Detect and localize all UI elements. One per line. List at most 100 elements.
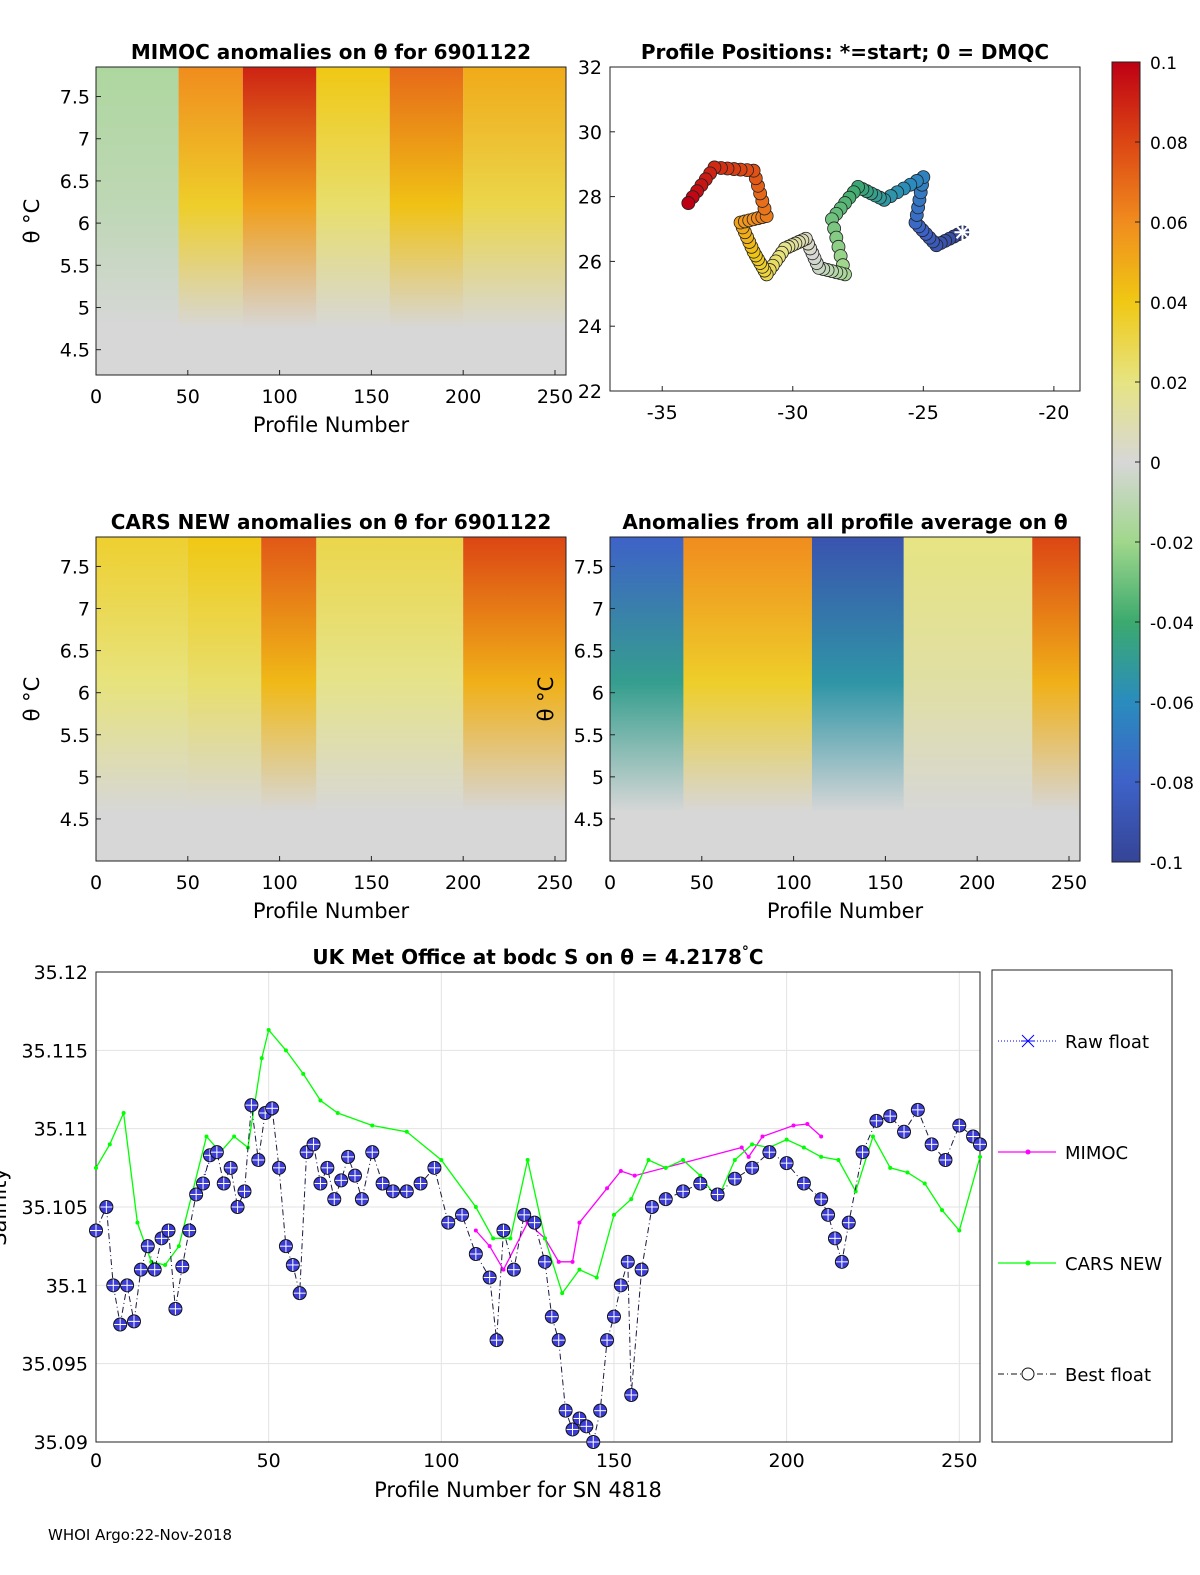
data-point-best-float bbox=[455, 1207, 470, 1222]
data-point-best-float bbox=[292, 1286, 307, 1301]
data-point-mimoc bbox=[473, 1228, 478, 1233]
data-point-best-float bbox=[106, 1278, 121, 1293]
data-point-best-float bbox=[634, 1262, 649, 1277]
data-point-cars-new bbox=[801, 1145, 806, 1150]
data-point-best-float bbox=[883, 1109, 898, 1124]
legend-marker-cars-new bbox=[1025, 1260, 1031, 1266]
data-point-best-float bbox=[620, 1254, 635, 1269]
allprof-xlabel: Profile Number bbox=[767, 899, 924, 923]
positions-ytick-label: 24 bbox=[578, 316, 602, 338]
data-point-mimoc bbox=[805, 1121, 810, 1126]
cars-ytick-label: 7.5 bbox=[60, 556, 90, 578]
data-point-best-float bbox=[624, 1388, 639, 1402]
allprof-xtick-label: 250 bbox=[1051, 872, 1087, 894]
salinity-ytick-label: 35.095 bbox=[22, 1354, 88, 1376]
colorbar-tick-label: -0.06 bbox=[1150, 694, 1194, 714]
positions-xtick-label: -25 bbox=[908, 402, 939, 424]
allprof-ytick-label: 5.5 bbox=[574, 725, 604, 747]
data-point-best-float bbox=[175, 1259, 190, 1274]
positions-axes-box bbox=[609, 66, 1081, 392]
data-point-cars-new bbox=[283, 1048, 288, 1053]
salinity-ylabel: Salinity bbox=[0, 1168, 11, 1246]
data-point-best-float bbox=[196, 1176, 211, 1191]
data-point-best-float bbox=[827, 1231, 842, 1246]
data-point-cars-new bbox=[732, 1158, 737, 1162]
data-point-best-float bbox=[427, 1160, 442, 1175]
positions-title: Profile Positions: *=start; 0 = DMQC bbox=[641, 40, 1049, 64]
data-point-best-float bbox=[565, 1422, 580, 1437]
allprof-ylabel: θ °C bbox=[534, 677, 558, 722]
data-point-best-float bbox=[113, 1317, 128, 1332]
cars-xtick-label: 100 bbox=[261, 872, 297, 894]
allprof-anomaly-band bbox=[903, 537, 1033, 861]
allprof-ytick-label: 5 bbox=[592, 767, 604, 789]
colorbar-tick-label: 0.02 bbox=[1150, 374, 1188, 394]
salinity-title: UK Met Office at bodc S on θ = 4.2178°C bbox=[312, 944, 763, 969]
data-point-best-float bbox=[230, 1200, 245, 1214]
data-point-mimoc bbox=[819, 1134, 824, 1139]
data-point-best-float bbox=[272, 1160, 287, 1175]
data-point-best-float bbox=[855, 1145, 870, 1160]
data-point-cars-new bbox=[404, 1129, 409, 1134]
positions-xtick-label: -20 bbox=[1038, 402, 1069, 424]
data-point-best-float bbox=[558, 1403, 573, 1418]
data-point-best-float bbox=[413, 1176, 428, 1191]
cars-xtick-label: 250 bbox=[537, 872, 573, 894]
data-point-mimoc bbox=[739, 1145, 744, 1150]
data-point-best-float bbox=[506, 1262, 521, 1277]
data-point-cars-new bbox=[232, 1134, 237, 1139]
data-point-best-float bbox=[126, 1314, 141, 1329]
data-point-best-float bbox=[551, 1333, 566, 1348]
cars-ytick-label: 7 bbox=[78, 599, 90, 621]
data-point-cars-new bbox=[978, 1154, 982, 1159]
data-point-best-float bbox=[897, 1124, 912, 1139]
salinity-title-degree: ° bbox=[742, 944, 749, 960]
data-point-best-float bbox=[441, 1215, 456, 1230]
data-point-best-float bbox=[544, 1309, 559, 1324]
data-point-best-float bbox=[375, 1176, 390, 1191]
mimoc-anomaly-band bbox=[316, 67, 390, 375]
mimoc-xtick-label: 150 bbox=[353, 386, 389, 408]
data-point-cars-new bbox=[491, 1236, 496, 1241]
data-point-best-float bbox=[140, 1239, 155, 1254]
data-point-best-float bbox=[334, 1173, 349, 1188]
cars-heatmap bbox=[96, 537, 566, 861]
cars-ytick-label: 5 bbox=[78, 767, 90, 789]
salinity-ytick-label: 35.1 bbox=[46, 1275, 88, 1297]
data-point-best-float bbox=[265, 1101, 280, 1116]
salinity-xtick-label: 200 bbox=[768, 1450, 804, 1472]
data-point-cars-new bbox=[135, 1220, 140, 1225]
data-point-best-float bbox=[482, 1270, 497, 1285]
data-point-best-float bbox=[973, 1137, 987, 1152]
data-point-best-float bbox=[147, 1262, 162, 1277]
mimoc-anomaly-band bbox=[463, 67, 566, 375]
allprof-ytick-label: 6.5 bbox=[574, 641, 604, 663]
data-point-cars-new bbox=[121, 1111, 126, 1115]
mimoc-ytick-label: 7.5 bbox=[60, 87, 90, 109]
allprof-xtick-label: 50 bbox=[690, 872, 714, 894]
data-point-cars-new bbox=[957, 1228, 962, 1233]
data-point-best-float bbox=[306, 1137, 321, 1152]
data-point-cars-new bbox=[560, 1291, 565, 1296]
data-point-cars-new bbox=[473, 1205, 478, 1209]
data-point-mimoc bbox=[760, 1134, 765, 1139]
mimoc-xtick-label: 100 bbox=[261, 386, 297, 408]
allprof-xtick-label: 0 bbox=[604, 872, 616, 894]
data-point-cars-new bbox=[681, 1158, 686, 1162]
legend-box bbox=[991, 969, 1173, 1443]
data-point-best-float bbox=[841, 1215, 856, 1230]
colorbar-tick-label: -0.02 bbox=[1150, 534, 1194, 554]
salinity-xlabel: Profile Number for SN 4818 bbox=[374, 1478, 662, 1502]
start-marker bbox=[954, 224, 971, 241]
data-point-cars-new bbox=[629, 1197, 634, 1202]
data-point-best-float bbox=[727, 1171, 742, 1186]
data-point-cars-new bbox=[542, 1236, 547, 1241]
data-point-cars-new bbox=[784, 1137, 789, 1142]
data-point-best-float bbox=[821, 1207, 836, 1222]
legend-label-mimoc: MIMOC bbox=[1065, 1143, 1128, 1164]
salinity-ytick-label: 35.12 bbox=[34, 962, 88, 984]
data-point-cars-new bbox=[594, 1275, 599, 1280]
colorbar-tick-label: 0 bbox=[1150, 454, 1161, 474]
data-point-best-float bbox=[693, 1176, 708, 1191]
data-point-cars-new bbox=[370, 1123, 375, 1128]
